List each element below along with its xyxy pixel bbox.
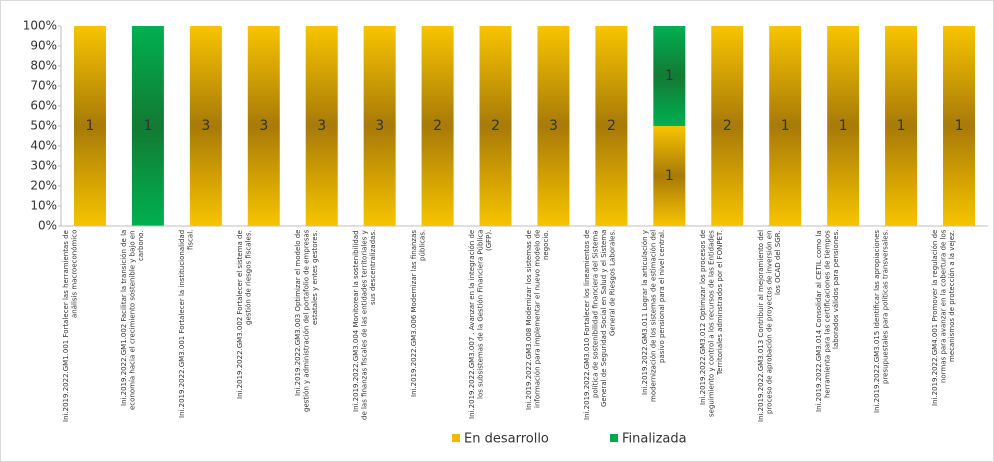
y-tick-label: 70%	[30, 79, 57, 93]
x-tick-label: Ini.2019.2022.GM1.002 Facilitar la trans…	[119, 230, 145, 410]
y-tick-label: 0%	[38, 219, 57, 233]
x-tick-label: Ini.2019.2022.GM3.006 Modernizar las fin…	[409, 230, 427, 398]
y-tick-label: 20%	[30, 179, 57, 193]
bar-segment	[421, 26, 454, 226]
data-label: 2	[607, 118, 616, 134]
data-label: 1	[897, 118, 906, 134]
data-label: 1	[955, 118, 964, 134]
data-label: 1	[665, 168, 674, 184]
data-label: 1	[143, 118, 152, 134]
x-tick-label: Ini.2019.2022.GM3.010 Fortalecer los lin…	[583, 230, 617, 421]
bar-segment	[827, 26, 860, 226]
data-label: 1	[781, 118, 790, 134]
bar-segment	[131, 26, 164, 226]
x-tick-label: Ini.2019.2022.GM3.013 Contribuir al mejo…	[757, 230, 783, 422]
legend-swatch	[610, 434, 618, 442]
data-label: 3	[201, 118, 210, 134]
x-tick-label: Ini.2019.2022.GM3.007 . Avanzar en la in…	[467, 230, 493, 420]
bar-segment	[653, 126, 686, 226]
x-tick-label: Ini.2019.2022.GM1.001 Fortalecer las her…	[61, 230, 79, 422]
legend-label: En desarrollo	[464, 432, 549, 447]
x-tick-label: Ini.2019.2022.GM3.012 Optimizar los proc…	[699, 230, 725, 417]
x-tick-label: Ini.2019.2022.GM3.004 Monitorear la sost…	[351, 230, 377, 420]
bar-segment	[595, 26, 628, 226]
data-label: 2	[723, 118, 732, 134]
y-tick-label: 100%	[23, 19, 57, 33]
data-label: 2	[433, 118, 442, 134]
x-tick-label: Ini.2019.2022.GM3.003 Optimizar el model…	[293, 230, 319, 413]
y-tick-label: 30%	[30, 159, 57, 173]
x-tick-label: Ini.2019.2022.GM3.008 Modernizar los sis…	[525, 230, 551, 410]
bar-segment	[537, 26, 570, 226]
data-label: 1	[839, 118, 848, 134]
y-tick-label: 50%	[30, 119, 57, 133]
bar-segment	[189, 26, 222, 226]
bar-segment	[653, 26, 686, 126]
bar-segment	[479, 26, 512, 226]
data-label: 1	[86, 118, 95, 134]
data-label: 1	[665, 68, 674, 84]
data-label: 2	[491, 118, 500, 134]
data-label: 3	[259, 118, 268, 134]
y-tick-label: 40%	[30, 139, 57, 153]
bar-segment	[305, 26, 338, 226]
x-tick-label: Ini.2019.2022.GM3.002 Fortalecer el sist…	[235, 230, 253, 399]
y-tick-label: 90%	[30, 39, 57, 53]
y-tick-label: 80%	[30, 59, 57, 73]
x-tick-label: Ini.2019.2022.GM3.014 Consolidar al CETI…	[815, 230, 841, 412]
bar-segment	[943, 26, 976, 226]
legend-swatch	[452, 434, 460, 442]
bar-segment	[73, 26, 106, 226]
bar-segment	[769, 26, 802, 226]
data-label: 3	[375, 118, 384, 134]
x-tick-label: Ini.2019.2022.GM3.011 Lograr la articula…	[641, 230, 667, 403]
bar-segment	[885, 26, 918, 226]
bar-segment	[363, 26, 396, 226]
x-tick-label: Ini.2019.2022.GM4.001 Promover la regula…	[931, 230, 957, 407]
y-tick-label: 10%	[30, 199, 57, 213]
x-tick-label: Ini.2019.2022.GM3.015 Identificar las ap…	[873, 230, 890, 414]
x-tick-label: Ini.2019.2022.GM3.001 Fortalecer la inst…	[177, 230, 195, 419]
data-label: 3	[317, 118, 326, 134]
legend-label: Finalizada	[622, 432, 687, 447]
y-tick-label: 60%	[30, 99, 57, 113]
data-label: 3	[549, 118, 558, 134]
bar-segment	[711, 26, 744, 226]
bar-segment	[247, 26, 280, 226]
